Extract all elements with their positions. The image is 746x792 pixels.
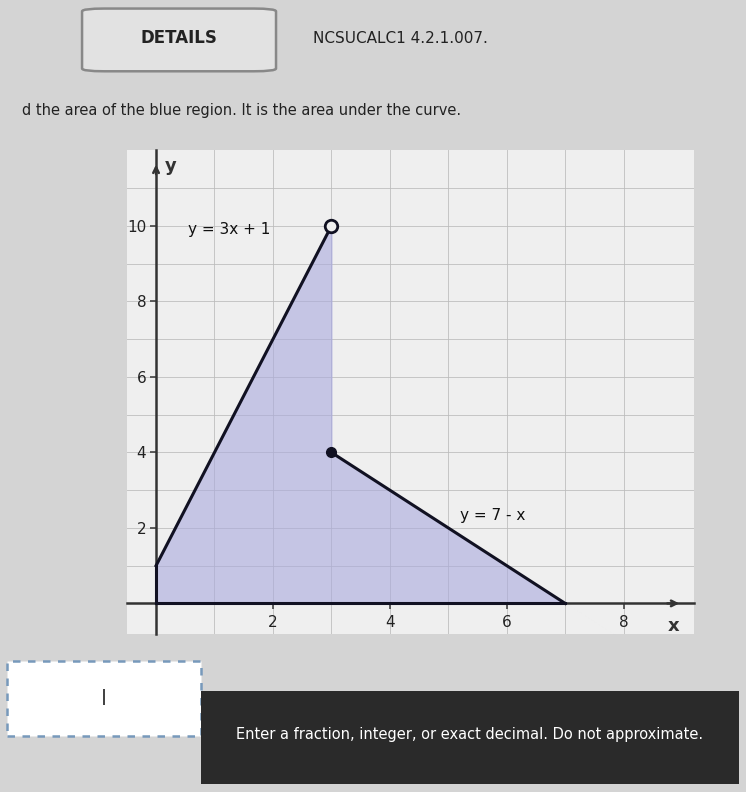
Text: NCSUCALC1 4.2.1.007.: NCSUCALC1 4.2.1.007. [313, 31, 488, 45]
Text: x: x [668, 617, 679, 635]
Text: d the area of the blue region. It is the area under the curve.: d the area of the blue region. It is the… [22, 104, 462, 118]
FancyBboxPatch shape [82, 9, 276, 71]
FancyBboxPatch shape [7, 661, 201, 737]
Text: I: I [101, 689, 107, 709]
Text: Enter a fraction, integer, or exact decimal. Do not approximate.: Enter a fraction, integer, or exact deci… [236, 727, 703, 742]
Text: y: y [165, 157, 177, 174]
Text: y = 3x + 1: y = 3x + 1 [188, 222, 271, 237]
FancyBboxPatch shape [201, 691, 739, 784]
Text: DETAILS: DETAILS [140, 29, 218, 47]
Text: y = 7 - x: y = 7 - x [460, 508, 525, 524]
